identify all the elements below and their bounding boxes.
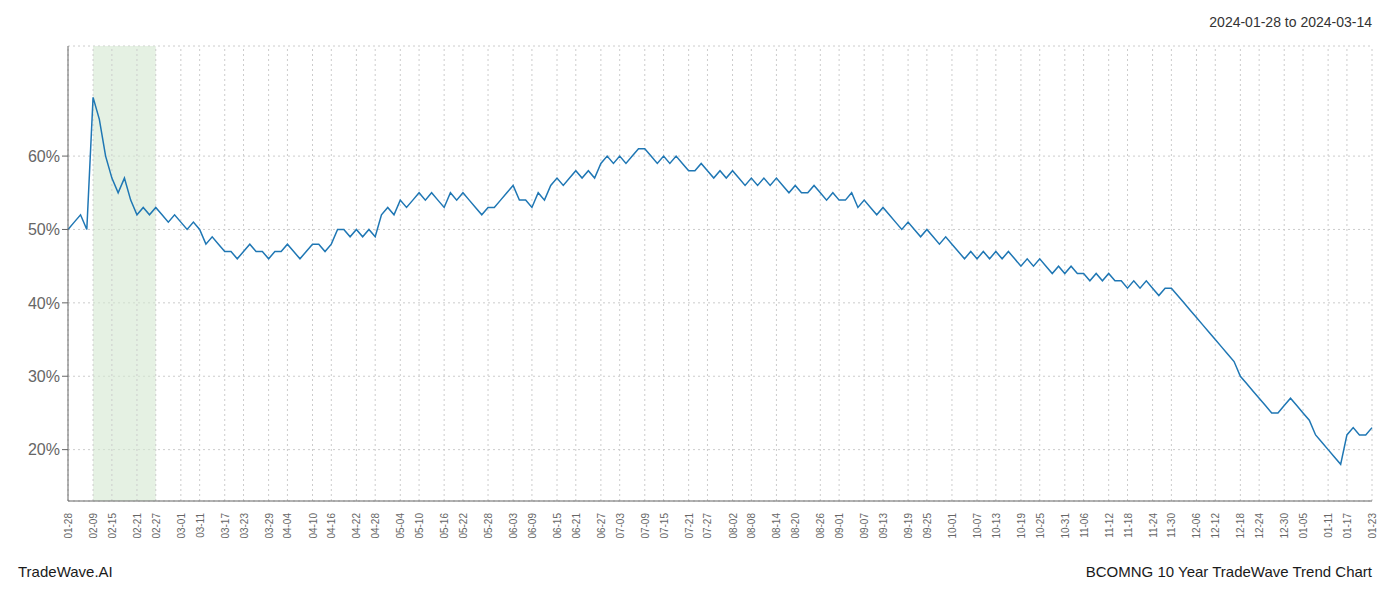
- svg-text:10-13: 10-13: [991, 513, 1002, 539]
- svg-text:11-18: 11-18: [1123, 513, 1134, 538]
- svg-text:03-17: 03-17: [220, 513, 231, 539]
- svg-text:07-27: 07-27: [702, 513, 713, 539]
- svg-text:06-15: 06-15: [552, 513, 563, 539]
- svg-text:12-06: 12-06: [1191, 513, 1202, 539]
- html-text:2024-01-28 to 2024-03-14: 2024-01-28 to 2024-03-14: [1209, 14, 1372, 30]
- svg-text:09-07: 09-07: [859, 513, 870, 539]
- svg-text:05-28: 05-28: [483, 513, 494, 539]
- svg-text:06-03: 06-03: [508, 513, 519, 539]
- svg-text:11-06: 11-06: [1079, 513, 1090, 538]
- svg-text:03-01: 03-01: [176, 513, 187, 539]
- svg-text:06-09: 06-09: [527, 513, 538, 539]
- svg-text:02-27: 02-27: [151, 513, 162, 539]
- svg-text:08-14: 08-14: [771, 513, 782, 539]
- svg-text:11-12: 11-12: [1104, 513, 1115, 538]
- svg-text:05-10: 05-10: [414, 513, 425, 539]
- svg-text:12-12: 12-12: [1210, 513, 1221, 539]
- svg-text:01-17: 01-17: [1342, 513, 1353, 539]
- svg-text:06-21: 06-21: [571, 513, 582, 539]
- svg-text:10-31: 10-31: [1060, 513, 1071, 539]
- svg-text:07-03: 07-03: [615, 513, 626, 539]
- html-text:TradeWave.AI: TradeWave.AI: [18, 562, 113, 580]
- html-text:BCOMNG 10 Year TradeWave Trend: BCOMNG 10 Year TradeWave Trend Chart: [1085, 562, 1372, 580]
- svg-text:02-15: 02-15: [107, 513, 118, 539]
- svg-text:09-25: 09-25: [922, 513, 933, 539]
- svg-text:50%: 50%: [28, 221, 60, 238]
- svg-text:40%: 40%: [28, 295, 60, 312]
- svg-text:10-25: 10-25: [1035, 513, 1046, 539]
- svg-text:04-22: 04-22: [351, 513, 362, 539]
- svg-text:05-16: 05-16: [439, 513, 450, 539]
- svg-text:04-10: 04-10: [308, 513, 319, 539]
- svg-text:04-28: 04-28: [370, 513, 381, 539]
- svg-text:11-30: 11-30: [1166, 513, 1177, 538]
- svg-text:08-20: 08-20: [790, 513, 801, 539]
- svg-text:09-01: 09-01: [834, 513, 845, 539]
- svg-text:09-19: 09-19: [903, 513, 914, 539]
- svg-text:07-15: 07-15: [659, 513, 670, 539]
- svg-text:05-04: 05-04: [395, 513, 406, 539]
- svg-text:10-07: 10-07: [972, 513, 983, 539]
- svg-text:04-04: 04-04: [282, 513, 293, 539]
- svg-text:12-24: 12-24: [1254, 513, 1265, 539]
- svg-text:06-27: 06-27: [596, 513, 607, 539]
- svg-text:08-26: 08-26: [815, 513, 826, 539]
- svg-text:07-21: 07-21: [684, 513, 695, 539]
- svg-text:12-30: 12-30: [1279, 513, 1290, 539]
- svg-text:60%: 60%: [28, 148, 60, 165]
- svg-text:01-28: 01-28: [63, 513, 74, 539]
- svg-text:12-18: 12-18: [1235, 513, 1246, 539]
- svg-text:03-29: 03-29: [264, 513, 275, 539]
- svg-text:03-23: 03-23: [239, 513, 250, 539]
- svg-text:01-11: 01-11: [1323, 513, 1334, 538]
- svg-text:07-09: 07-09: [640, 513, 651, 539]
- svg-text:08-08: 08-08: [746, 513, 757, 539]
- svg-text:04-16: 04-16: [326, 513, 337, 539]
- svg-text:10-01: 10-01: [947, 513, 958, 539]
- svg-text:01-23: 01-23: [1367, 513, 1378, 539]
- svg-text:09-13: 09-13: [878, 513, 889, 539]
- svg-text:30%: 30%: [28, 368, 60, 385]
- svg-text:11-24: 11-24: [1148, 513, 1159, 538]
- svg-text:03-11: 03-11: [195, 513, 206, 538]
- svg-text:02-21: 02-21: [132, 513, 143, 539]
- svg-text:20%: 20%: [28, 441, 60, 458]
- svg-text:01-05: 01-05: [1298, 513, 1309, 539]
- svg-text:05-22: 05-22: [458, 513, 469, 539]
- svg-text:02-09: 02-09: [88, 513, 99, 539]
- svg-text:08-02: 08-02: [728, 513, 739, 539]
- svg-text:10-19: 10-19: [1016, 513, 1027, 539]
